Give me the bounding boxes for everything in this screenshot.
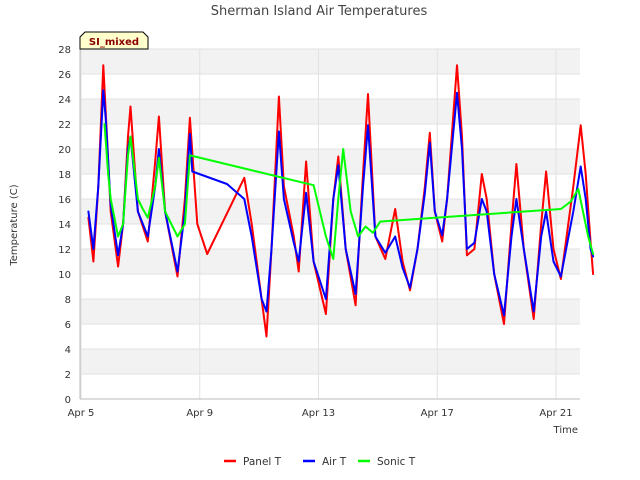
grid-band bbox=[80, 199, 580, 224]
y-tick-label: 18 bbox=[58, 170, 71, 181]
grid-band bbox=[80, 349, 580, 374]
y-axis-label: Temperature (C) bbox=[9, 184, 20, 266]
legend: Panel T Air T Sonic T bbox=[224, 456, 416, 468]
y-tick-label: 24 bbox=[58, 95, 71, 106]
series-line-air-t bbox=[87, 89, 595, 317]
series-layer bbox=[87, 64, 595, 338]
site-badge: SI_mixed bbox=[79, 31, 149, 50]
y-tick-label: 0 bbox=[65, 395, 71, 406]
badge-box bbox=[79, 31, 149, 50]
y-tick-label: 12 bbox=[58, 245, 71, 256]
x-axis-label: Time bbox=[553, 425, 578, 436]
x-tick-label: Apr 9 bbox=[186, 408, 213, 419]
y-tick-label: 16 bbox=[58, 195, 71, 206]
series-line-sonic-t bbox=[103, 123, 595, 260]
y-tick-label: 22 bbox=[58, 120, 71, 131]
y-tick-label: 10 bbox=[58, 270, 71, 281]
y-tick-label: 26 bbox=[58, 70, 71, 81]
legend-label-air-t: Air T bbox=[322, 456, 347, 468]
badge-label: SI_mixed bbox=[89, 37, 139, 48]
y-tick-label: 6 bbox=[65, 320, 71, 331]
legend-label-panel-t: Panel T bbox=[243, 456, 282, 468]
grid-band bbox=[80, 49, 580, 74]
y-tick-label: 20 bbox=[58, 145, 71, 156]
labels: Sherman Island Air Temperatures Temperat… bbox=[9, 4, 578, 436]
x-tick-label: Apr 5 bbox=[68, 408, 95, 419]
x-tick-label: Apr 13 bbox=[302, 408, 335, 419]
y-tick-label: 2 bbox=[65, 370, 71, 381]
x-tick-label: Apr 17 bbox=[421, 408, 454, 419]
grid-band bbox=[80, 299, 580, 324]
y-tick-label: 14 bbox=[58, 220, 71, 231]
y-tick-label: 8 bbox=[65, 295, 71, 306]
y-tick-label: 28 bbox=[58, 45, 71, 56]
grid-band bbox=[80, 99, 580, 124]
y-tick-label: 4 bbox=[65, 345, 71, 356]
x-tick-label: Apr 21 bbox=[539, 408, 572, 419]
legend-label-sonic-t: Sonic T bbox=[377, 456, 416, 468]
chart-title: Sherman Island Air Temperatures bbox=[211, 4, 428, 19]
